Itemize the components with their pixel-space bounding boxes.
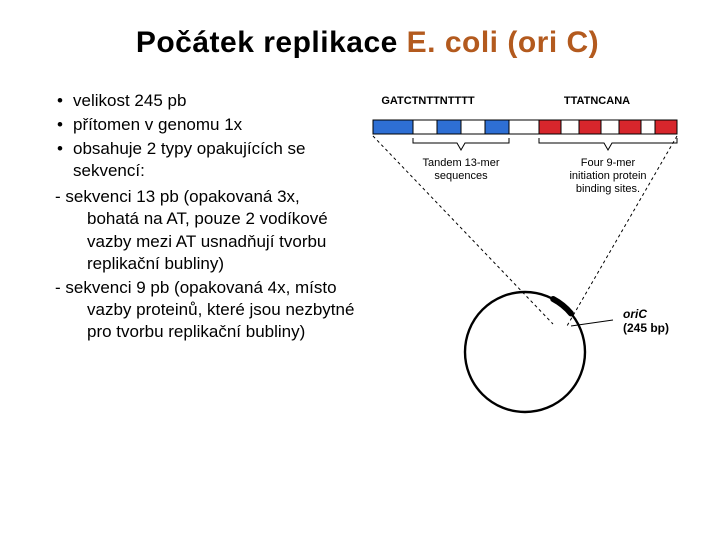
dash-item: - sekvenci 13 pb (opakovaná 3x, bohatá n…	[55, 186, 355, 274]
bullet-list: velikost 245 pb přítomen v genomu 1x obs…	[55, 90, 355, 182]
svg-text:(245 bp): (245 bp)	[623, 321, 669, 335]
dash-item: - sekvenci 9 pb (opakovaná 4x, místo vaz…	[55, 277, 355, 343]
svg-text:sequences: sequences	[434, 170, 488, 182]
svg-text:GATCTNTTNTTTT: GATCTNTTNTTTT	[381, 95, 475, 107]
dash-text: - sekvenci 13 pb (opakovaná 3x, bohatá n…	[55, 186, 355, 274]
svg-text:TTATNCANA: TTATNCANA	[564, 95, 630, 107]
text-column: velikost 245 pb přítomen v genomu 1x obs…	[55, 90, 355, 345]
slide-title: Počátek replikace E. coli (ori C)	[55, 26, 680, 60]
title-colored: E. coli (ori C)	[407, 26, 600, 59]
title-plain: Počátek replikace	[136, 26, 407, 59]
bullet-item: přítomen v genomu 1x	[55, 114, 355, 136]
svg-text:Tandem 13-mer: Tandem 13-mer	[422, 157, 499, 169]
bullet-item: obsahuje 2 typy opakujících se sekvencí:	[55, 138, 355, 182]
svg-text:binding sites.: binding sites.	[576, 183, 640, 195]
content-row: velikost 245 pb přítomen v genomu 1x obs…	[55, 90, 680, 450]
diagram-column: GATCTNTTNTTTT TTATNCANA Tandem 13-merseque…	[365, 90, 685, 450]
svg-text:Four 9-mer: Four 9-mer	[581, 157, 636, 169]
bullet-item: velikost 245 pb	[55, 90, 355, 112]
svg-text:initiation protein: initiation protein	[569, 170, 646, 182]
dash-text: - sekvenci 9 pb (opakovaná 4x, místo vaz…	[55, 277, 355, 343]
slide: Počátek replikace E. coli (ori C) veliko…	[0, 0, 720, 540]
svg-text:oriC: oriC	[623, 307, 647, 321]
oriC-diagram: GATCTNTTNTTTT TTATNCANA Tandem 13-merseque…	[365, 90, 685, 450]
